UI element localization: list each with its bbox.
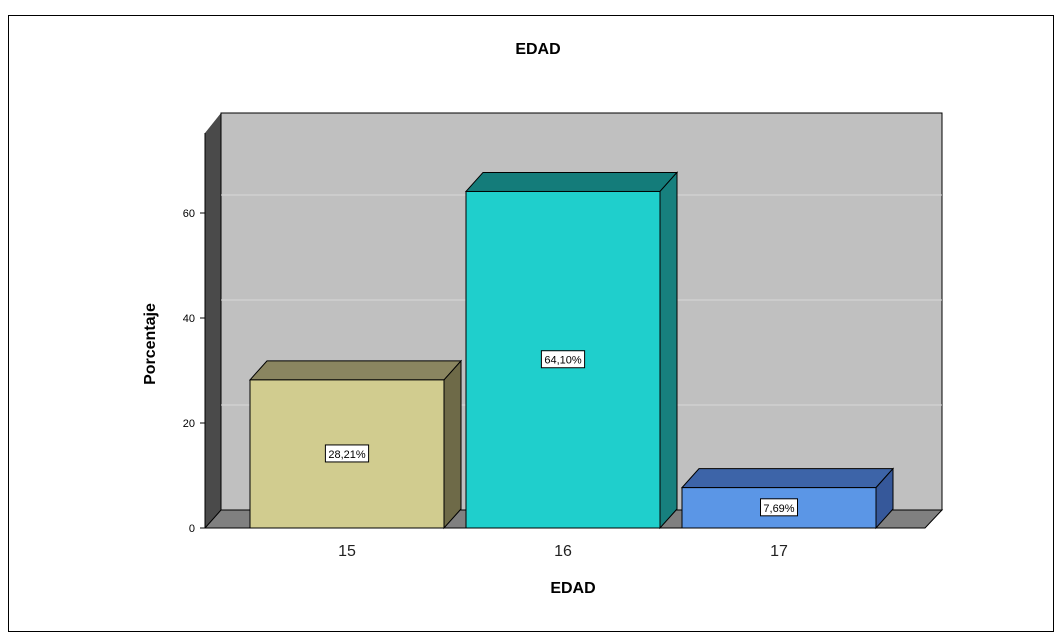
y-axis-ticks: 0 20 40 60 [183,208,205,535]
data-label: 7,69% [763,503,794,515]
y-tick-label: 60 [183,208,195,220]
x-tick-label: 15 [338,543,356,560]
chart-title: EDAD [515,41,560,58]
x-tick-label: 17 [770,543,788,560]
chart-frame: EDAD 0 20 40 60 28,21% 64,10% 7,69% 15 16 17 Po… [8,15,1054,632]
bar-16: 64,10% [464,171,679,530]
bar-top-face [464,171,679,192]
bar-chart: EDAD 0 20 40 60 28,21% 64,10% 7,69% 15 16 17 Po… [142,41,944,597]
y-axis-label: Porcentaje [142,303,159,385]
data-label-box [760,498,798,517]
bar-17: 7,69% [680,467,895,530]
y-tick-label: 20 [183,418,195,430]
data-label-box [324,444,370,463]
x-axis-ticks: 15 16 17 [338,543,788,560]
y-tick-label: 40 [183,313,195,325]
y-tick-label: 0 [189,523,195,535]
data-label: 28,21% [328,449,366,461]
x-tick-label: 16 [554,543,572,560]
left-wall [205,113,221,528]
bar-side-face [443,359,462,530]
bar-front-face [681,487,877,529]
data-label-box [540,350,586,369]
data-label: 64,10% [544,355,582,367]
x-axis-label: EDAD [550,580,595,597]
bar-top-face [248,360,463,381]
bars: 28,21% 64,10% 7,69% [248,171,895,530]
bar-side-face [659,171,678,530]
bar-top-face [680,468,895,489]
bar-15: 28,21% [248,359,463,530]
